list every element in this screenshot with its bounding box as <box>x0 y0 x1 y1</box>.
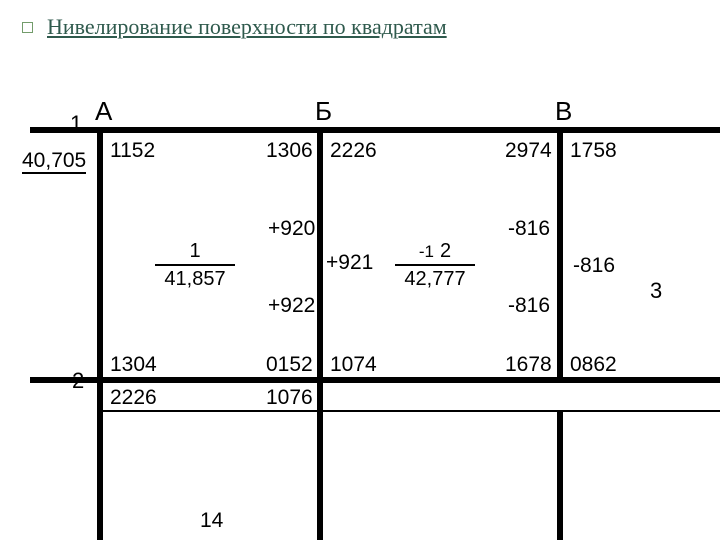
val-bottom-stub: 14 <box>200 510 223 531</box>
val-C-mid-left-above: 1678 <box>505 354 552 375</box>
col-head-A: А <box>95 98 112 124</box>
cell2-neg-upper: -816 <box>508 218 550 239</box>
val-C-top-left: 2974 <box>505 140 552 161</box>
val-C-top-right: 1758 <box>570 140 617 161</box>
left-datum: 40,705 <box>22 150 86 174</box>
val-B-mid-left-above: 0152 <box>266 354 313 375</box>
cell2-frac-num: -1 2 <box>395 240 475 263</box>
val-A-mid-below: 2226 <box>110 387 157 408</box>
val-B-mid-left-below: 1076 <box>266 387 313 408</box>
col-head-C: В <box>555 98 572 124</box>
cell2-frac-main: 2 <box>440 240 451 262</box>
cell2-neg-lower: -816 <box>508 295 550 316</box>
val-B-mid-right-above: 1074 <box>330 354 377 375</box>
diagram-stage: А Б В 1 2 3 40,705 1152 1306 2226 2974 1… <box>0 0 720 540</box>
val-C-mid-right-above: 0862 <box>570 354 617 375</box>
cell1-fraction: 1 41,857 <box>155 240 235 291</box>
bullet-icon <box>22 22 33 33</box>
cell2-fraction: -1 2 42,777 <box>395 240 475 291</box>
fraction-bar-icon <box>395 264 475 266</box>
cell2-neg-side: -816 <box>573 255 615 276</box>
grid-line-h-mid <box>30 377 720 383</box>
grid-line-v-B <box>317 127 323 540</box>
grid-line-v-A <box>97 127 103 540</box>
page-title: Нивелирование поверхности по квадратам <box>47 14 447 39</box>
cell2-frac-pre: -1 <box>419 242 434 261</box>
fraction-bar-icon <box>155 264 235 266</box>
val-A-top-right: 1152 <box>110 140 155 161</box>
cell1-frac-num: 1 <box>155 240 235 263</box>
cell1-plus-lower: +922 <box>268 295 315 316</box>
grid-line-v-C-lower <box>557 410 563 540</box>
val-A-mid-above: 1304 <box>110 354 157 375</box>
grid-line-h-top <box>30 127 720 133</box>
row-head-2: 2 <box>72 370 84 392</box>
grid-line-v-C-upper <box>557 127 563 383</box>
cell1-plus-upper: +920 <box>268 218 315 239</box>
cell1-frac-den: 41,857 <box>155 268 235 291</box>
col-head-B: Б <box>315 98 332 124</box>
row-head-1: 1 <box>70 113 82 135</box>
val-B-top-left: 1306 <box>266 140 313 161</box>
title-bar: Нивелирование поверхности по квадратам <box>0 0 720 40</box>
grid-line-h-thin <box>98 410 720 412</box>
cell1-plus-mid: +921 <box>326 252 373 273</box>
row-head-3: 3 <box>650 280 662 302</box>
val-B-top-right: 2226 <box>330 140 377 161</box>
cell2-frac-den: 42,777 <box>395 268 475 291</box>
